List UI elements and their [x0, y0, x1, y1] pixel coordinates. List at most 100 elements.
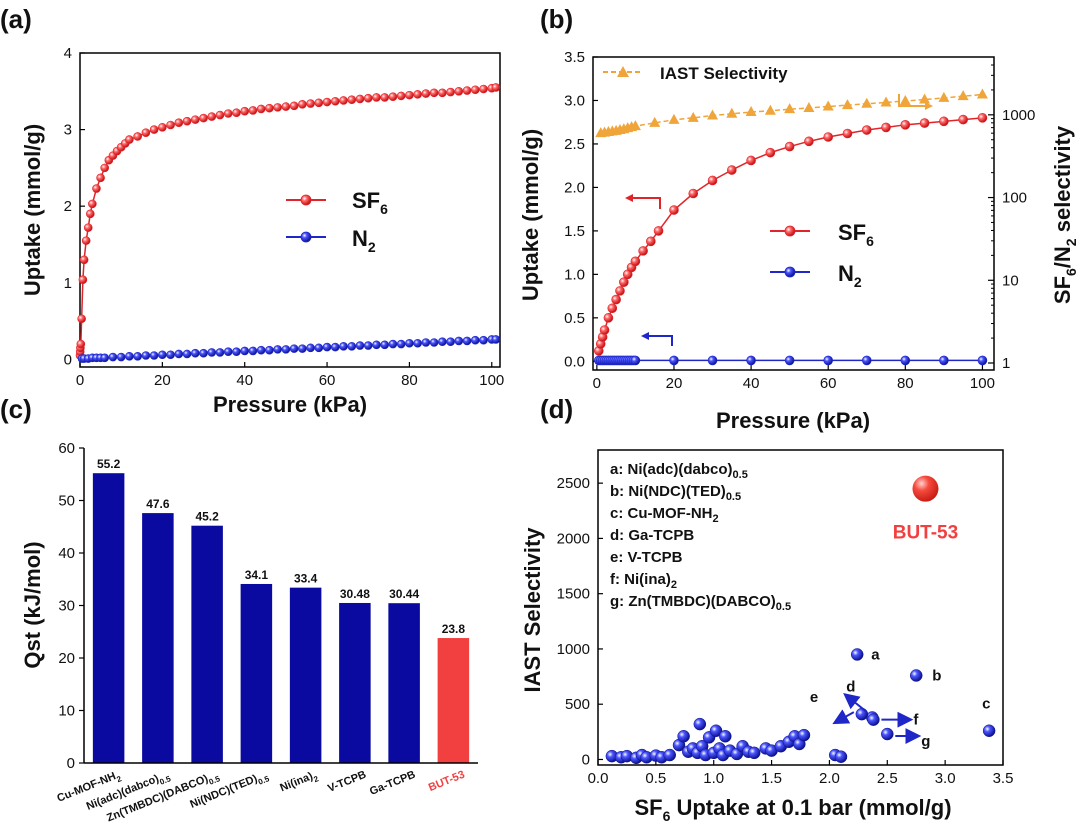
panel-a-point-sf6 [83, 223, 93, 232]
panel-a-point-sf6 [446, 87, 455, 97]
panel-d-xtick-label: 2.5 [877, 770, 898, 787]
panel-a-point-n2 [306, 343, 315, 353]
panel-a-point-sf6 [79, 255, 89, 265]
panel-b-point-iast [822, 100, 834, 111]
panel-b-point-sf6 [727, 165, 737, 175]
panel-a-point-sf6 [78, 275, 88, 284]
panel-a-point-sf6 [158, 122, 167, 132]
panel-b-point-sf6 [607, 303, 618, 314]
panel-b-y2tick-label: 100 [1002, 190, 1027, 207]
panel-b-point-sf6 [958, 114, 968, 125]
panel-a-point-sf6 [413, 90, 422, 99]
panel-b-point-iast [976, 88, 988, 99]
panel-a-point-sf6 [339, 96, 348, 105]
panel-b-point-sf6 [861, 125, 872, 135]
panel-c-ytick-label: 40 [58, 545, 75, 562]
panel-a-point-sf6 [174, 118, 184, 127]
panel-b-point-sf6 [619, 277, 629, 287]
panel-a-point-sf6 [314, 98, 324, 108]
panel-a-legend: SF6 N2 [286, 188, 388, 255]
panel-a-point-sf6 [298, 100, 307, 109]
bar-7 [437, 638, 470, 763]
panel-b-point-sf6 [784, 141, 795, 152]
panel-c-ytick-label: 20 [58, 650, 75, 667]
panel-d-xtick-label: 3.5 [993, 770, 1014, 787]
bar-value-label: 55.2 [97, 457, 121, 471]
panel-b-point-sf6 [823, 132, 834, 142]
panel-a-point-sf6 [248, 106, 258, 115]
panel-b-ytick-label: 3.5 [564, 49, 585, 66]
panel-b-point-n2 [823, 355, 834, 366]
scatter-point-b [909, 669, 923, 682]
panel-b-ytick-label: 2.5 [564, 136, 585, 153]
panel-a-point-n2 [314, 343, 324, 353]
panel-b-point-sf6 [977, 113, 988, 123]
panel-b-point-iast [938, 91, 950, 102]
panel-b-point-n2 [630, 355, 641, 366]
panel-a-point-sf6 [470, 85, 480, 95]
panel-a-point-n2 [240, 346, 250, 356]
panel-b-point-iast [764, 104, 776, 115]
panel-a-point-sf6 [363, 93, 373, 103]
panel-d-xtick-label: 1.5 [761, 770, 782, 787]
panel-d-ytick-label: 2000 [557, 530, 590, 547]
panel-a-point-n2 [207, 348, 217, 357]
panel-b-point-n2 [977, 355, 988, 366]
panel-a-ticks: 0 20 40 60 80 100 0 1 2 3 4 [64, 45, 505, 389]
panel-d-ytick-label: 0 [582, 751, 590, 768]
bar-6 [388, 603, 420, 763]
panel-b-point-iast [687, 111, 699, 122]
panel-a-point-n2 [396, 339, 406, 349]
panel-a-point-sf6 [462, 86, 472, 95]
panel-a-point-n2 [380, 340, 390, 350]
panel-a-point-sf6 [438, 88, 447, 98]
panel-a-ylabel: Uptake (mmol/g) [20, 124, 45, 296]
panel-b-y2tick-label: 10 [1002, 272, 1019, 289]
legend-entry-g: g: Zn(TMBDC)(DABCO)0.5 [610, 593, 791, 613]
panel-b-xtick-label: 100 [970, 375, 995, 392]
panel-a-point-n2 [339, 342, 348, 351]
panel-label-d: (d) [540, 394, 573, 424]
panel-a-point-n2 [347, 342, 357, 351]
panel-d-xtick-label: 0.0 [588, 770, 609, 787]
bar-value-label: 45.2 [195, 510, 219, 524]
panel-a-point-sf6 [281, 102, 291, 111]
panel-a-point-n2 [281, 345, 291, 354]
panel-b-point-sf6 [707, 175, 718, 186]
scatter-point [709, 724, 723, 737]
panel-a-chart: 0 20 40 60 80 100 0 1 2 3 4 Pressure (kPa) Uptake … [20, 45, 504, 417]
panel-a-point-sf6 [81, 236, 91, 245]
scatter-point-a [850, 648, 864, 661]
panel-b-point-iast [880, 96, 892, 107]
panel-a-point-sf6 [405, 90, 414, 100]
panel-b-point-n2 [784, 355, 795, 366]
panel-c-ytick-label: 0 [67, 755, 75, 772]
panel-a-point-n2 [223, 347, 233, 356]
panel-a-point-n2 [256, 345, 266, 355]
panel-a-point-sf6 [265, 103, 274, 113]
panel-b-chart: 0 20 40 60 80 100 0.0 0.5 1.0 1.5 2.0 2.5 3.0 3.5 1 10 1… [518, 49, 1079, 433]
n2-left-axis-arrow [645, 335, 673, 346]
panel-b-xtick-label: 60 [820, 375, 837, 392]
panel-d-ytick-label: 2500 [557, 475, 590, 492]
panel-a-point-n2 [438, 337, 447, 347]
panel-b-point-iast [957, 90, 969, 101]
panel-a-point-sf6 [77, 314, 86, 324]
panel-b-ytick-label: 1.5 [564, 223, 585, 240]
panel-a-point-n2 [215, 348, 225, 357]
panel-a-point-n2 [158, 350, 167, 360]
scatter-point [797, 728, 811, 742]
panel-d-xtick-label: 2.0 [819, 770, 840, 787]
panel-b-point-iast [745, 106, 757, 117]
panel-a-ytick-label: 4 [64, 45, 72, 62]
panel-a-point-sf6 [133, 132, 142, 141]
panel-c-chart: 0 10 20 30 40 50 60 55.2Cu-MOF-NH247.6Ni(adc)(… [20, 440, 478, 824]
panel-a-ytick-label: 0 [64, 351, 72, 368]
panel-b-point-n2 [707, 355, 718, 366]
panel-d-xtick-label: 1.0 [703, 770, 724, 787]
scatter-point-e [855, 707, 869, 721]
panel-a-point-n2 [273, 345, 282, 354]
scatter-label-d: d [846, 678, 855, 695]
panel-a-point-n2 [149, 351, 159, 360]
legend-b-sf6-label: SF6 [838, 220, 874, 249]
